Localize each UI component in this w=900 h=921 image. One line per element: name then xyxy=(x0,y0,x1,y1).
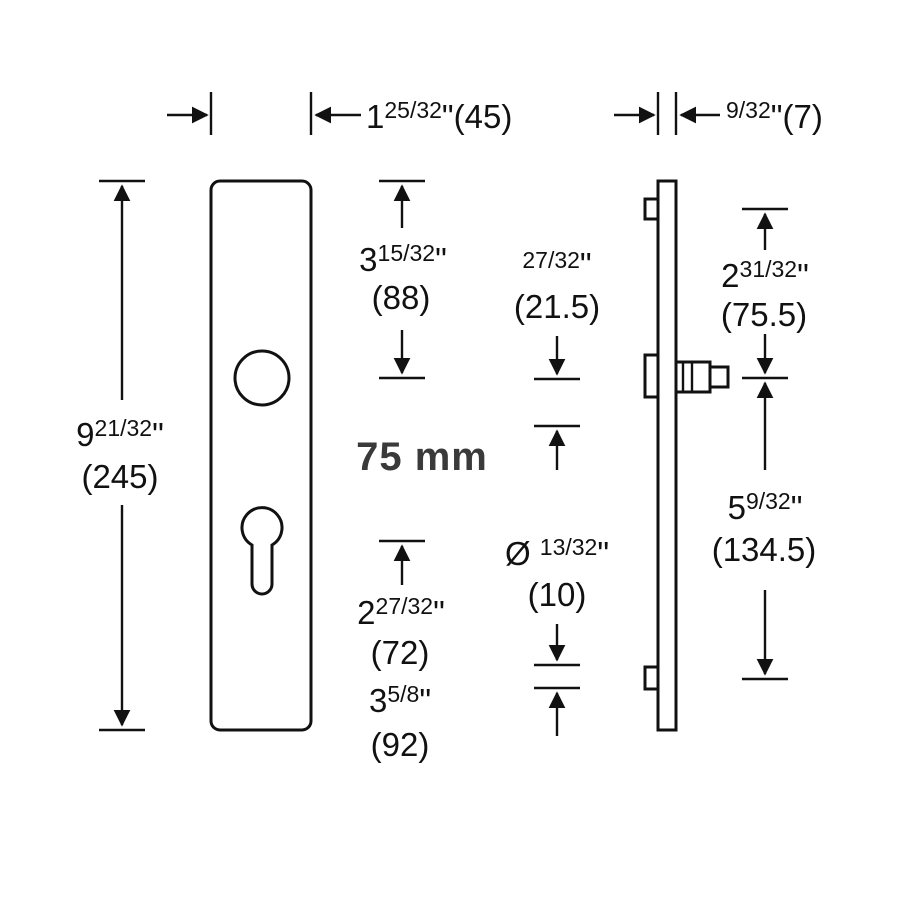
spindle-to-bottom-dimension: 59/32" (134.5) xyxy=(712,381,817,681)
plate-width-label: 125/32"(45) xyxy=(366,97,512,135)
plate-width-dimension: 125/32"(45) xyxy=(167,92,512,135)
spindle-square-mm: (21.5) xyxy=(514,288,600,325)
plate-height-mm: (245) xyxy=(81,458,158,495)
top-to-spindle-dimension: 231/32" (75.5) xyxy=(721,207,809,380)
spindle-square-dimension: 27/32" (21.5) xyxy=(514,246,600,470)
cylinder-to-bottom-dimension: 227/32" (72) xyxy=(357,539,445,671)
center-distance-label: 75 mm xyxy=(356,435,488,479)
escutcheon-plate-front xyxy=(209,179,313,732)
plate-height-inch: 921/32" xyxy=(76,415,164,453)
top-to-handle-dimension: 315/32" (88) xyxy=(359,179,447,380)
bottom-distance-inch: 35/8" xyxy=(369,681,431,719)
cylinder-diameter-inch: Ø 13/32" xyxy=(505,534,609,572)
spindle-square-inch: 27/32" xyxy=(522,246,591,283)
cylinder-to-bottom-mm: (72) xyxy=(371,634,430,671)
plate-thickness-dimension: 9/32"(7) xyxy=(614,92,823,135)
plate-height-dimension: 921/32" (245) xyxy=(76,179,164,732)
top-to-spindle-mm: (75.5) xyxy=(721,296,807,333)
top-to-handle-inch: 315/32" xyxy=(359,240,447,278)
top-to-handle-mm: (88) xyxy=(372,279,431,316)
top-to-spindle-inch: 231/32" xyxy=(721,256,809,294)
plate-thickness-label: 9/32"(7) xyxy=(726,97,823,135)
spindle-to-bottom-mm: (134.5) xyxy=(712,531,817,568)
handle-hole xyxy=(233,349,291,407)
cylinder-diameter-dimension: Ø 13/32" (10) xyxy=(505,534,609,736)
cylinder-to-bottom-inch: 227/32" xyxy=(357,593,445,631)
bottom-distance-mm: (92) xyxy=(371,726,430,763)
cylinder-diameter-mm: (10) xyxy=(528,576,587,613)
cylinder-hole xyxy=(240,506,284,596)
escutcheon-plate-side xyxy=(643,179,730,732)
bottom-distance-dimension: 35/8" (92) xyxy=(369,681,431,763)
spindle-to-bottom-inch: 59/32" xyxy=(728,488,803,526)
